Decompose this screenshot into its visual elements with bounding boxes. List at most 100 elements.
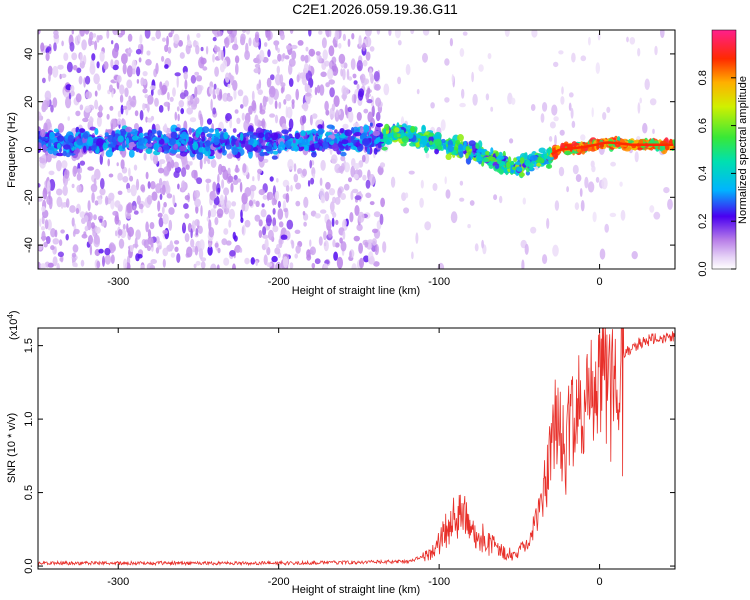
spectrogram-noise-cell	[319, 84, 325, 96]
spectrogram-noise-cell	[591, 165, 596, 173]
spectrogram-tone-cell	[153, 143, 160, 151]
spectrogram-noise-cell	[430, 102, 435, 109]
spectrogram-noise-cell	[568, 102, 572, 112]
spectrogram-noise-cell	[165, 180, 170, 191]
spectrogram-tone-cell	[359, 127, 364, 134]
spectrogram-tone-cell	[375, 123, 383, 128]
spectrogram-noise-cell	[274, 114, 279, 124]
spectrogram-noise-cell	[99, 218, 103, 223]
spectrogram-noise-cell	[136, 195, 141, 205]
colorbar-tick-label: 0.4	[697, 166, 709, 181]
spectrogram-noise-cell	[595, 176, 600, 183]
figure-title: C2E1.2026.059.19.36.G11	[292, 1, 458, 17]
spectrogram-noise-cell	[46, 153, 52, 163]
spectrogram-noise-cell	[200, 57, 207, 65]
colorbar-tick-label: 0.6	[697, 118, 709, 133]
spectrogram-noise-cell	[84, 30, 90, 35]
spectrogram-noise-cell	[432, 183, 438, 191]
spectrogram-noise-cell	[166, 35, 169, 47]
spectrogram-noise-cell	[89, 126, 97, 131]
spectrogram-noise-cell	[174, 240, 180, 245]
spectrogram-noise-cell	[248, 37, 252, 47]
spectrogram-tone-cell	[394, 127, 400, 133]
spectrogram-noise-cell	[150, 181, 156, 190]
spectrogram-noise-cell	[59, 257, 64, 262]
spectrogram-tone-cell	[513, 157, 518, 163]
spectrogram-noise-cell	[311, 262, 316, 269]
spectrogram-noise-cell	[111, 244, 117, 252]
spectrogram-noise-cell	[38, 183, 41, 188]
spectrogram-noise-cell	[42, 187, 48, 200]
spectrogram-noise-cell	[84, 105, 91, 113]
spectrogram-noise-cell	[140, 184, 146, 192]
snr-y-ticks: 0.0 0.5 1.0 1.5	[23, 338, 675, 574]
spectrogram-noise-cell	[284, 55, 290, 60]
spectrogram-noise-cell	[416, 88, 420, 95]
spectrogram-noise-cell	[217, 187, 221, 193]
spectrogram-noise-cell	[159, 193, 163, 200]
spectrogram-noise-cell	[291, 240, 295, 249]
spectrogram-noise-cell	[52, 65, 59, 78]
spectrogram-noise-cell	[56, 160, 62, 172]
spectrogram-tone-cell	[223, 131, 229, 140]
spectrogram-tone-cell	[248, 150, 253, 159]
spectrogram-noise-cell	[530, 226, 537, 234]
spectrogram-noise-cell	[46, 236, 51, 244]
spectrogram-noise-cell	[126, 65, 133, 78]
spectrogram-noise-cell	[239, 247, 243, 253]
spectrogram-noise-cell	[554, 200, 560, 211]
spectrogram-noise-cell	[259, 49, 265, 62]
spectrogram-noise-cell	[320, 71, 327, 78]
spectrogram-noise-cell	[103, 61, 109, 70]
spectrogram-noise-cell	[344, 104, 348, 116]
spectrogram-noise-cell	[198, 248, 204, 260]
spectrogram-noise-cell	[358, 35, 362, 47]
spectrogram-x-axis-label: Height of straight line (km)	[292, 285, 420, 297]
spectrogram-tone-cell	[362, 138, 370, 147]
spectrogram-noise-cell	[138, 57, 142, 63]
spectrogram-noise-cell	[38, 111, 42, 121]
spectrogram-noise-cell	[277, 208, 284, 220]
spectrogram-noise-cell	[155, 247, 160, 254]
spectrogram-noise-cell	[91, 192, 95, 204]
spectrogram-noise-cell	[353, 235, 360, 242]
spectrogram-noise-cell	[100, 178, 105, 190]
spectrogram-noise-cell	[326, 219, 332, 232]
spectrogram-noise-cell	[354, 195, 362, 201]
spectrogram-tone-cell	[206, 133, 214, 138]
spectrogram-noise-cell	[320, 159, 326, 171]
spectrogram-tone-cell	[223, 128, 227, 133]
spectrogram-noise-cell	[274, 190, 280, 201]
spectrogram-noise-cell	[335, 219, 339, 225]
snr-y-tick-label: 1.5	[23, 338, 35, 353]
spectrogram-tone-cell	[56, 152, 64, 157]
spectrogram-tone-cell	[87, 136, 94, 145]
spectrogram-tone-cell	[154, 137, 161, 141]
spectrogram-tone-cell	[332, 143, 339, 152]
spectrogram-noise-cell	[305, 46, 309, 52]
spectrogram-noise-cell	[212, 53, 215, 63]
spectrogram-noise-cell	[353, 173, 359, 180]
spectrogram-noise-cell	[328, 45, 335, 57]
spectrogram-y-tick-label: 20	[23, 96, 35, 108]
spectrogram-noise-cell	[610, 161, 616, 167]
spectrogram-noise-cell	[558, 166, 565, 177]
spectrogram-noise-cell	[145, 59, 152, 66]
spectrogram-noise-cell	[115, 230, 118, 237]
spectrogram-noise-cell	[122, 223, 126, 230]
spectrogram-tone-cell	[105, 149, 113, 158]
spectrogram-noise-cell	[342, 68, 346, 81]
snr-x-tick-label: 0	[597, 576, 603, 588]
spectrogram-noise-cell	[48, 73, 51, 82]
spectrogram-tone-cell	[519, 157, 525, 164]
spectrogram-noise-cell	[606, 106, 611, 113]
spectrogram-noise-cell	[591, 107, 594, 118]
spectrogram-noise-cell	[164, 44, 169, 53]
spectrogram-noise-cell	[179, 92, 186, 100]
spectrogram-noise-cell	[271, 197, 276, 206]
spectrogram-noise-cell	[334, 43, 338, 48]
spectrogram-noise-cell	[272, 225, 279, 233]
spectrogram-noise-cell	[324, 191, 330, 202]
spectrogram-noise-cell	[568, 92, 574, 98]
spectrogram-noise-cell	[240, 209, 243, 220]
